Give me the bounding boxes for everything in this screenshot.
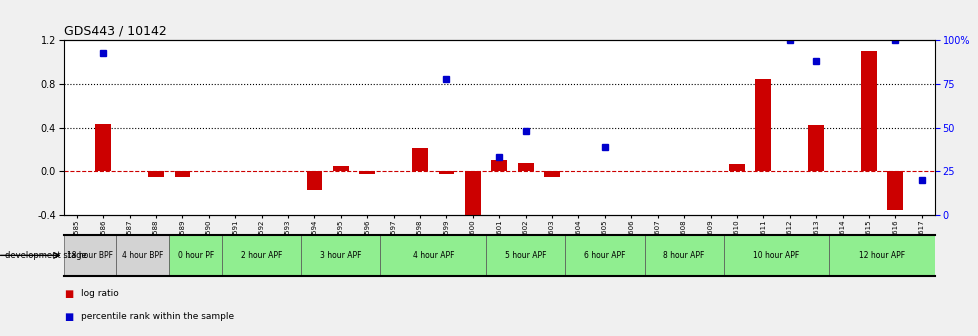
Bar <box>886 171 903 210</box>
Text: 0 hour PF: 0 hour PF <box>177 251 213 260</box>
Text: 10 hour APF: 10 hour APF <box>753 251 799 260</box>
Bar <box>860 51 876 171</box>
Text: ■: ■ <box>64 289 72 299</box>
Text: development stage: development stage <box>5 251 87 260</box>
Text: ■: ■ <box>64 312 72 323</box>
Text: percentile rank within the sample: percentile rank within the sample <box>81 312 234 322</box>
Text: 5 hour APF: 5 hour APF <box>505 251 546 260</box>
Bar <box>64 235 116 276</box>
Text: 6 hour APF: 6 hour APF <box>584 251 625 260</box>
Bar <box>465 171 480 219</box>
Bar <box>828 235 934 276</box>
Bar <box>359 171 375 174</box>
Text: 4 hour APF: 4 hour APF <box>412 251 454 260</box>
Bar <box>438 171 454 174</box>
Text: 12 hour APF: 12 hour APF <box>859 251 905 260</box>
Text: GDS443 / 10142: GDS443 / 10142 <box>64 25 166 38</box>
Bar <box>808 126 823 171</box>
Bar <box>301 235 380 276</box>
Text: 3 hour APF: 3 hour APF <box>320 251 361 260</box>
Bar <box>412 149 427 171</box>
Bar <box>148 171 163 177</box>
Bar <box>486 235 564 276</box>
Bar <box>380 235 486 276</box>
Bar <box>174 171 190 177</box>
Text: 4 hour BPF: 4 hour BPF <box>122 251 163 260</box>
Bar <box>116 235 169 276</box>
Text: log ratio: log ratio <box>81 289 119 298</box>
Bar <box>491 161 507 171</box>
Text: 8 hour APF: 8 hour APF <box>663 251 704 260</box>
Bar <box>95 124 111 171</box>
Bar <box>169 235 222 276</box>
Text: 18 hour BPF: 18 hour BPF <box>67 251 112 260</box>
Bar <box>306 171 322 190</box>
Bar <box>517 163 533 171</box>
Bar <box>544 171 559 177</box>
Text: 2 hour APF: 2 hour APF <box>241 251 282 260</box>
Bar <box>333 166 348 171</box>
Bar <box>222 235 301 276</box>
Bar <box>723 235 828 276</box>
Bar <box>755 79 771 171</box>
Bar <box>564 235 644 276</box>
Bar <box>729 164 744 171</box>
Bar <box>644 235 723 276</box>
